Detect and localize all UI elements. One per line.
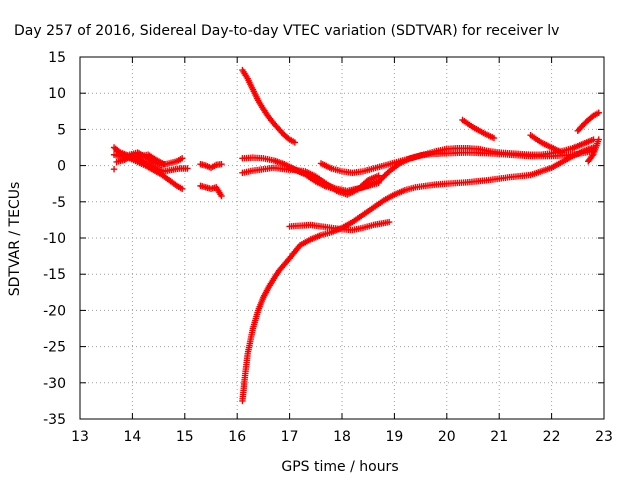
y-tick-label: 10 [48, 86, 66, 102]
data-point [558, 149, 566, 156]
data-point [160, 160, 168, 168]
y-axis-title: SDTVAR / TECUs [7, 182, 23, 297]
data-point [178, 155, 186, 162]
y-tick-label: 0 [57, 159, 66, 175]
x-tick-label: 16 [228, 429, 246, 445]
y-tick-label: -15 [43, 267, 66, 283]
axis-ticks: 13 14 15 16 17 18 19 20 21 22 23 15 10 5 0 -5 -10 -15 -20 -… [43, 50, 613, 445]
y-tick-label: -25 [43, 340, 66, 356]
x-tick-label: 13 [71, 429, 89, 445]
data-point [218, 160, 225, 168]
data-point [178, 185, 186, 192]
y-tick-label: 15 [48, 50, 66, 66]
x-tick-label: 23 [595, 429, 613, 445]
data-point [595, 136, 602, 143]
data-point [110, 166, 118, 173]
data-point [490, 134, 498, 142]
y-tick-label: -5 [52, 195, 66, 211]
x-tick-label: 17 [281, 429, 299, 445]
x-tick-label: 21 [490, 429, 508, 445]
x-tick-label: 20 [438, 429, 456, 445]
x-axis-title: GPS time / hours [281, 459, 398, 475]
data-point [595, 109, 602, 116]
y-tick-label: -35 [43, 412, 66, 428]
data-point [184, 165, 191, 172]
data-point [375, 172, 382, 179]
data-point [385, 218, 393, 226]
y-tick-label: -20 [43, 303, 66, 319]
y-tick-label: 5 [57, 122, 66, 138]
x-tick-label: 22 [543, 429, 561, 445]
data-point [291, 139, 299, 146]
x-tick-label: 15 [176, 429, 194, 445]
chart-title: Day 257 of 2016, Sidereal Day-to-day VTE… [14, 23, 559, 39]
data-point [218, 192, 225, 200]
x-tick-label: 18 [333, 429, 351, 445]
y-tick-label: -30 [43, 376, 66, 392]
data-marks [110, 66, 602, 405]
grid [80, 57, 604, 419]
y-tick-label: -10 [43, 231, 66, 247]
x-tick-label: 14 [123, 429, 141, 445]
x-tick-label: 19 [385, 429, 403, 445]
